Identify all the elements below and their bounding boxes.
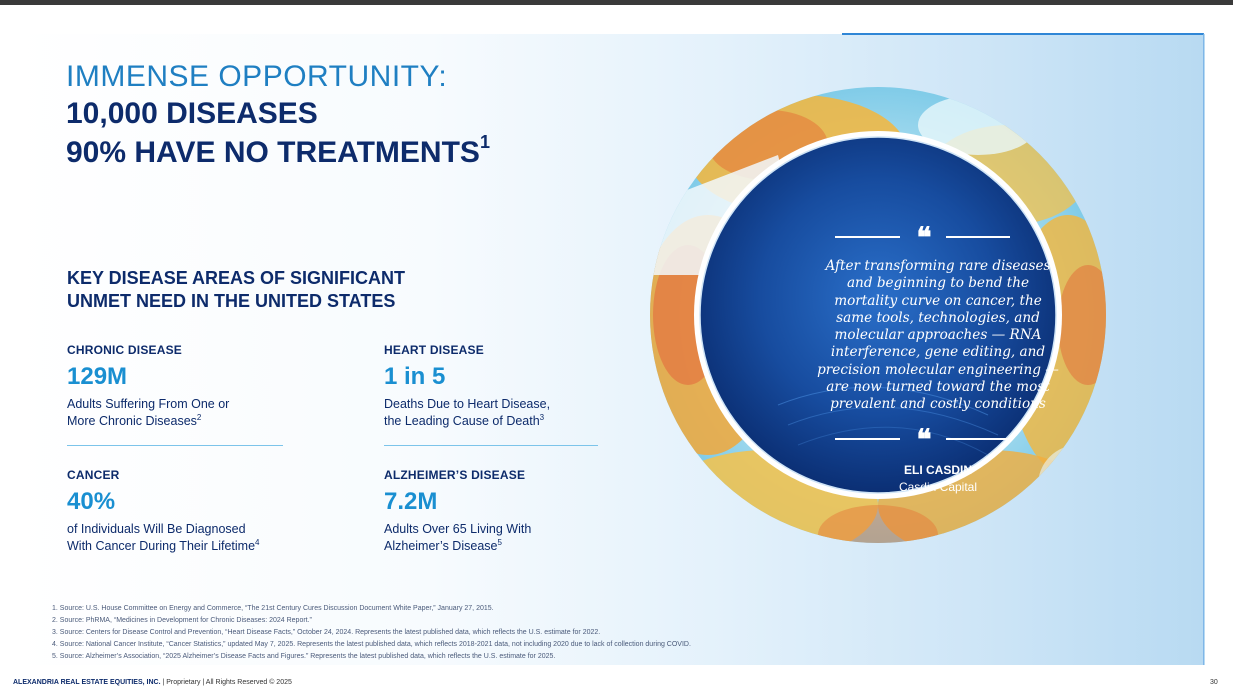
quote-line: mortality curve on cancer, the [834,292,1042,309]
title-line-3-text: 90% HAVE NO TREATMENTS [66,136,480,169]
circular-cell-image [650,87,1106,543]
stat-description-line-2-text: With Cancer During Their Lifetime [67,539,256,554]
stat-description: Deaths Due to Heart Disease, the Leading… [384,397,644,428]
stat-description: Adults Over 65 Living With Alzheimer’s D… [384,522,644,553]
quote-text: After transforming rare diseases and beg… [790,258,1086,414]
quote-line: After transforming rare diseases [825,258,1051,274]
footer-company: ALEXANDRIA REAL ESTATE EQUITIES, INC. [13,679,161,686]
quote-mark-icon: ❝ [916,221,932,254]
stat-value: 1 in 5 [384,363,446,390]
stat-description-line-2: the Leading Cause of Death3 [384,411,644,428]
stat-description-line-2: Alzheimer’s Disease5 [384,536,644,553]
stat-description-line-1: Deaths Due to Heart Disease, [384,397,551,411]
title-footnote-ref: 1 [479,132,490,152]
quote-rule-bottom-left [835,438,900,440]
stat-description-line-2: More Chronic Diseases2 [67,411,327,428]
quote-mark-icon: ❝ [916,423,932,456]
stat-footnote-ref: 4 [255,538,260,547]
divider-right [384,445,598,446]
stat-value: 129M [67,363,128,390]
quote-line: molecular approaches — RNA [834,327,1042,344]
stat-value: 40% [67,488,116,515]
stat-footnote-ref: 5 [497,538,502,547]
quote-rule-bottom-right [946,438,1010,440]
stat-label: ALZHEIMER’S DISEASE [384,468,526,482]
title-line-3: 90% HAVE NO TREATMENTS1 [66,132,490,170]
stat-description-line-2-text: More Chronic Diseases [67,414,197,429]
stat-value: 7.2M [384,488,438,515]
stat-alzheimers-disease: ALZHEIMER’S DISEASE 7.2M Adults Over 65 … [384,468,644,553]
footer: ALEXANDRIA REAL ESTATE EQUITIES, INC. | … [13,679,292,686]
stat-chronic-disease: CHRONIC DISEASE 129M Adults Suffering Fr… [67,343,327,428]
stat-description-line-1: Adults Over 65 Living With [384,522,532,536]
quote-rule-top-left [835,236,900,238]
section-heading-line-1: KEY DISEASE AREAS OF SIGNIFICANT [67,268,406,288]
footnote-5: 5. Source: Alzheimer’s Association, “202… [52,653,556,660]
divider-left [67,445,283,446]
footnote-2: 2. Source: PhRMA, “Medicines in Developm… [52,617,312,624]
window-top-bar [0,0,1233,5]
stat-description-line-2: With Cancer During Their Lifetime4 [67,536,327,553]
stat-description-line-2-text: Alzheimer’s Disease [384,539,498,554]
quote-author-org: Casdin Capital [898,480,978,494]
stat-footnote-ref: 3 [539,413,545,422]
stat-label: CHRONIC DISEASE [67,343,183,357]
footnote-1: 1. Source: U.S. House Committee on Energ… [52,605,494,612]
quote-line: same tools, technologies, and [836,309,1040,326]
title-line-1: IMMENSE OPPORTUNITY: [66,60,448,93]
quote-rule-top-right [946,236,1010,238]
footnote-3: 3. Source: Centers for Disease Control a… [52,629,601,636]
quote-author-name: ELI CASDIN [903,463,972,477]
quote-line: are now turned toward the most [826,379,1050,396]
background-frame-accent [842,33,1204,665]
title-line-2: 10,000 DISEASES [66,97,318,130]
stat-description-line-1: Adults Suffering From One or [67,397,230,411]
footer-rights: | Proprietary | All Rights Reserved © 20… [160,679,292,686]
stat-heart-disease: HEART DISEASE 1 in 5 Deaths Due to Heart… [384,343,644,428]
quote-line: prevalent and costly conditions [830,396,1046,413]
stat-description: Adults Suffering From One or More Chroni… [67,397,327,428]
quote-line: interference, gene editing, and [830,344,1046,361]
stat-description-line-2-text: the Leading Cause of Death [384,414,540,429]
quote-line: precision molecular engineering — [817,361,1059,378]
stat-description: of Individuals Will Be Diagnosed With Ca… [67,522,327,553]
section-heading: KEY DISEASE AREAS OF SIGNIFICANT UNMET N… [67,267,405,313]
stat-label: HEART DISEASE [384,343,484,357]
stat-cancer: CANCER 40% of Individuals Will Be Diagno… [67,468,327,553]
stat-footnote-ref: 2 [196,413,202,422]
quote-line: and beginning to bend the [846,275,1030,292]
stat-description-line-1: of Individuals Will Be Diagnosed [67,522,246,536]
footnote-4: 4. Source: National Cancer Institute, “C… [52,641,691,648]
page-number: 30 [1210,679,1218,686]
section-heading-line-2: UNMET NEED IN THE UNITED STATES [67,291,396,311]
stat-label: CANCER [67,468,120,482]
